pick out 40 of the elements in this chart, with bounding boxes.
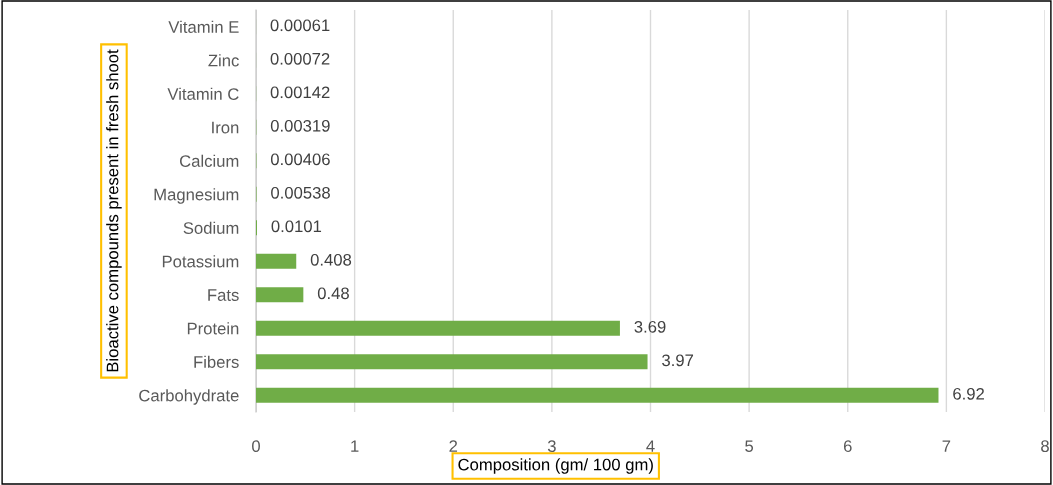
- data-label: 0.00538: [271, 186, 330, 199]
- y-tick-label: Sodium: [183, 221, 239, 234]
- bar: [256, 287, 304, 303]
- x-tick-label: 6: [843, 440, 852, 453]
- data-label: 0.0101: [271, 220, 322, 233]
- y-tick-label: Vitamin C: [167, 87, 239, 100]
- bar: [256, 320, 620, 336]
- data-label: 0.00072: [270, 52, 330, 65]
- y-tick-label: Magnesium: [154, 188, 239, 204]
- x-tick-label: 1: [351, 440, 359, 452]
- x-tick-label: 7: [942, 440, 951, 452]
- data-label: 6.92: [953, 387, 984, 400]
- data-label: 0.00142: [270, 86, 330, 99]
- y-tick-label: Vitamin E: [168, 20, 239, 33]
- bar: [256, 387, 939, 403]
- y-tick-label: Carbohydrate: [139, 389, 239, 405]
- y-tick-label: Potassium: [162, 255, 239, 268]
- y-axis-title: Bioactive compounds present in fresh shoot: [106, 49, 122, 372]
- bar: [256, 253, 297, 269]
- x-tick-label: 8: [1041, 440, 1049, 453]
- x-axis-title: Composition (gm/ 100 gm): [458, 458, 653, 474]
- x-tick-label: 4: [646, 440, 655, 452]
- y-tick-label: Fibers: [194, 355, 239, 368]
- data-label: 0.408: [310, 253, 352, 266]
- bar: [256, 354, 648, 370]
- data-label: 3.97: [662, 354, 694, 367]
- y-tick-label: Calcium: [179, 154, 239, 167]
- x-tick-label: 0: [252, 440, 260, 453]
- x-tick-label: 3: [547, 440, 556, 453]
- data-label: 0.00406: [270, 153, 330, 166]
- y-tick-label: Protein: [187, 322, 239, 335]
- y-tick-label: Zinc: [208, 54, 239, 67]
- y-tick-label: Iron: [212, 121, 239, 134]
- data-label: 0.00319: [270, 119, 330, 132]
- data-label: 0.48: [317, 287, 349, 300]
- x-tick-label: 2: [449, 440, 458, 452]
- x-tick-label: 5: [745, 440, 754, 453]
- y-tick-label: Fats: [208, 289, 239, 301]
- data-label: 3.69: [634, 320, 666, 333]
- data-label: 0.00061: [270, 19, 330, 32]
